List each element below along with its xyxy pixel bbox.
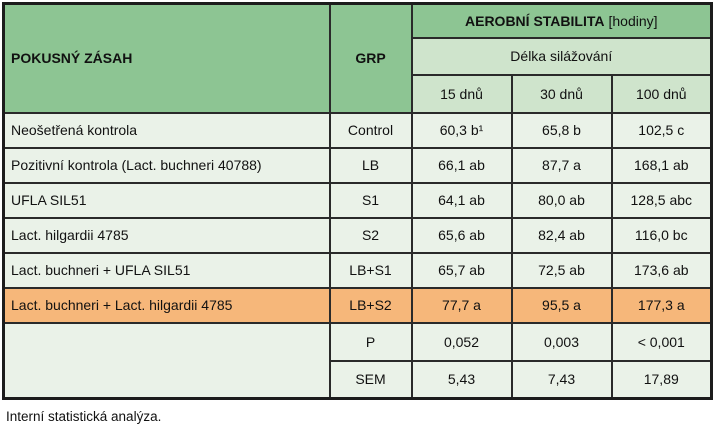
value-cell: 60,3 b¹	[410, 111, 513, 149]
value-cell: 72,5 ab	[510, 251, 613, 289]
value-cell: 7,43	[510, 359, 613, 400]
table-row: Pozitivní kontrola (Lact. buchneri 40788…	[2, 146, 713, 184]
stats-row-p: P 0,052 0,003 < 0,001	[2, 321, 713, 400]
stats-empty-cell	[2, 321, 331, 400]
table-row: Lact. buchneri + UFLA SIL51 LB+S1 65,7 a…	[2, 251, 713, 289]
day-column-15: 15 dnů	[410, 73, 513, 114]
grp-cell: LB+S1	[328, 251, 413, 289]
value-cell: 0,003	[510, 321, 613, 362]
treatment-cell: Neošetřená kontrola	[2, 111, 331, 149]
stat-label-cell: P	[328, 321, 413, 362]
treatment-cell: Lact. hilgardii 4785	[2, 216, 331, 254]
value-cell: < 0,001	[610, 321, 713, 362]
grp-column-header: GRP	[328, 2, 413, 114]
header-row-subtitle: Délka silážování	[4, 36, 713, 76]
value-cell: 65,7 ab	[410, 251, 513, 289]
grp-cell: S1	[328, 181, 413, 219]
table-footnote: Interní statistická analýza.	[6, 409, 162, 424]
value-cell: 128,5 abc	[610, 181, 713, 219]
value-cell: 116,0 bc	[610, 216, 713, 254]
value-cell: 66,1 ab	[410, 146, 513, 184]
table-row: Lact. hilgardii 4785 S2 65,6 ab 82,4 ab …	[2, 216, 713, 254]
day-column-30: 30 dnů	[510, 73, 613, 114]
table-row: Neošetřená kontrola Control 60,3 b¹ 65,8…	[2, 111, 713, 149]
day-column-100: 100 dnů	[610, 73, 713, 114]
treatment-cell: Lact. buchneri + UFLA SIL51	[2, 251, 331, 289]
value-cell: 65,8 b	[510, 111, 613, 149]
value-cell: 173,6 ab	[610, 251, 713, 289]
stat-label-cell: SEM	[328, 359, 413, 400]
value-cell: 80,0 ab	[510, 181, 613, 219]
value-cell: 87,7 a	[510, 146, 613, 184]
value-cell: 177,3 a	[610, 286, 713, 324]
table-row: UFLA SIL51 S1 64,1 ab 80,0 ab 128,5 abc	[2, 181, 713, 219]
value-cell: 5,43	[410, 359, 513, 400]
treatment-cell: Lact. buchneri + Lact. hilgardii 4785	[2, 286, 331, 324]
treatment-cell: UFLA SIL51	[2, 181, 331, 219]
value-cell: 102,5 c	[610, 111, 713, 149]
header-row-days: 15 dnů 30 dnů 100 dnů	[4, 73, 713, 114]
aerobic-stability-title: AEROBNÍ STABILITA	[465, 12, 605, 29]
value-cell: 17,89	[610, 359, 713, 400]
value-cell: 168,1 ab	[610, 146, 713, 184]
grp-cell: S2	[328, 216, 413, 254]
value-cell: 0,052	[410, 321, 513, 362]
stats-row-sem: SEM 5,43 7,43 17,89	[4, 359, 713, 400]
ensiling-length-header: Délka silážování	[410, 36, 713, 76]
treatment-column-header: POKUSNÝ ZÁSAH	[2, 2, 331, 114]
treatment-cell: Pozitivní kontrola (Lact. buchneri 40788…	[2, 146, 331, 184]
aerobic-stability-table: POKUSNÝ ZÁSAH GRP AEROBNÍ STABILITA [hodi…	[2, 2, 713, 400]
value-cell: 95,5 a	[510, 286, 613, 324]
grp-cell: LB+S2	[328, 286, 413, 324]
header-row-title: POKUSNÝ ZÁSAH GRP AEROBNÍ STABILITA [hodi…	[2, 2, 713, 114]
aerobic-stability-unit: [hodiny]	[608, 12, 658, 29]
value-cell: 77,7 a	[410, 286, 513, 324]
value-cell: 64,1 ab	[410, 181, 513, 219]
value-cell: 65,6 ab	[410, 216, 513, 254]
grp-cell: LB	[328, 146, 413, 184]
value-cell: 82,4 ab	[510, 216, 613, 254]
aerobic-stability-header: AEROBNÍ STABILITA [hodiny]	[410, 2, 713, 39]
table-row-highlighted: Lact. buchneri + Lact. hilgardii 4785 LB…	[2, 286, 713, 324]
grp-cell: Control	[328, 111, 413, 149]
